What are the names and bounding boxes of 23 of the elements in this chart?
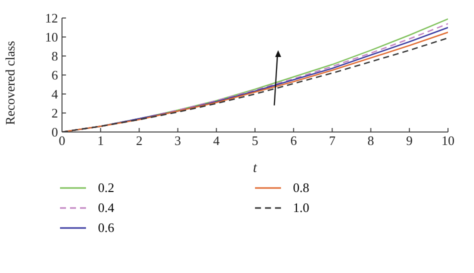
legend-label: 0.4 [98,200,114,216]
legend-label: 1.0 [293,200,310,216]
x-tick-label: 1 [97,133,104,148]
y-tick-label: 4 [52,86,58,102]
x-tick-label: 7 [328,133,336,148]
x-tick-label: 9 [406,133,413,148]
x-tick-label: 3 [174,133,182,148]
legend-label: 0.6 [98,220,114,236]
x-tick-label: 6 [290,133,298,148]
x-tick-label: 2 [136,133,142,148]
x-tick-label: 8 [368,133,374,148]
y-tick-label: 8 [52,48,58,64]
legend-label: 0.2 [98,180,114,196]
x-tick-label: 4 [213,133,220,148]
legend-label: 0.8 [293,180,310,196]
y-tick-label: 12 [45,10,58,26]
x-tick-label: 10 [442,133,454,148]
x-tick-label: 5 [252,133,258,148]
x-axis-title: t [253,161,258,176]
y-axis-title: Recovered class [2,40,18,125]
y-tick-label: 6 [52,68,58,83]
y-tick-label: 2 [52,106,58,121]
y-tick-label: 10 [45,30,58,45]
